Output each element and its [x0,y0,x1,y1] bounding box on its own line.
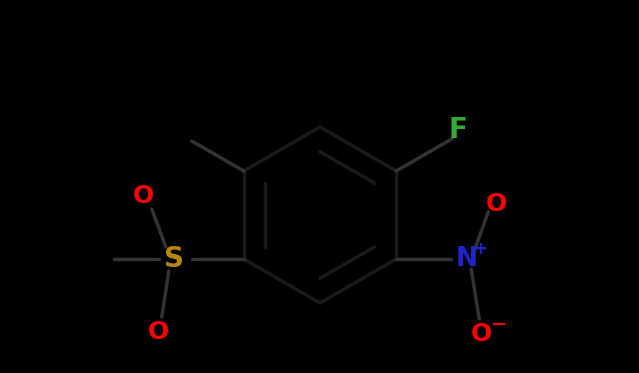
Text: O: O [133,184,155,208]
Text: O: O [486,192,507,216]
Text: O: O [148,320,169,344]
Text: N: N [455,246,477,272]
Text: −: − [491,314,507,333]
Text: +: + [473,240,487,258]
Text: O: O [470,322,492,346]
Text: F: F [448,116,467,144]
Text: S: S [164,245,184,273]
